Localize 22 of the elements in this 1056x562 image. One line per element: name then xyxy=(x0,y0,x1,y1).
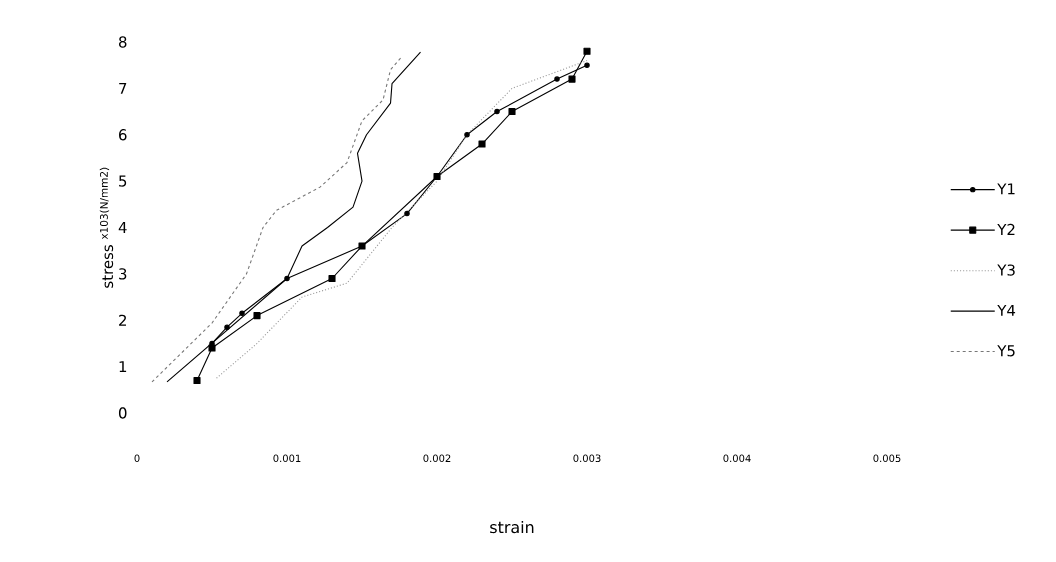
x-tick-label: 0.003 xyxy=(573,454,601,463)
y-axis-title: stress $^{x103(N/mm2)}$ xyxy=(99,167,114,288)
x-axis-title: strain xyxy=(490,520,534,534)
x-tick-label: 0.001 xyxy=(273,454,301,463)
y-tick-label: 8 xyxy=(119,36,127,48)
y-tick-label: 0 xyxy=(118,407,127,419)
legend-label: Y1 xyxy=(997,183,1015,195)
y-tick-label: 2 xyxy=(119,314,126,326)
x-tick-label: 0 xyxy=(134,454,140,463)
y-tick-label: 7 xyxy=(119,82,127,94)
legend-label: Y4 xyxy=(997,304,1016,316)
y-tick-label: 1 xyxy=(119,361,127,373)
y-tick-label: 5 xyxy=(119,175,127,187)
y-tick-label: 6 xyxy=(119,129,127,141)
x-tick-label: 0.005 xyxy=(873,454,901,463)
legend-label: Y2 xyxy=(997,223,1015,235)
legend-label: Y3 xyxy=(997,264,1015,276)
y-tick-label: 3 xyxy=(119,268,127,280)
x-tick-label: 0.004 xyxy=(723,454,751,463)
y-tick-label: 4 xyxy=(118,222,127,233)
legend-label: Y5 xyxy=(997,345,1015,357)
x-tick-label: 0.002 xyxy=(423,454,451,463)
